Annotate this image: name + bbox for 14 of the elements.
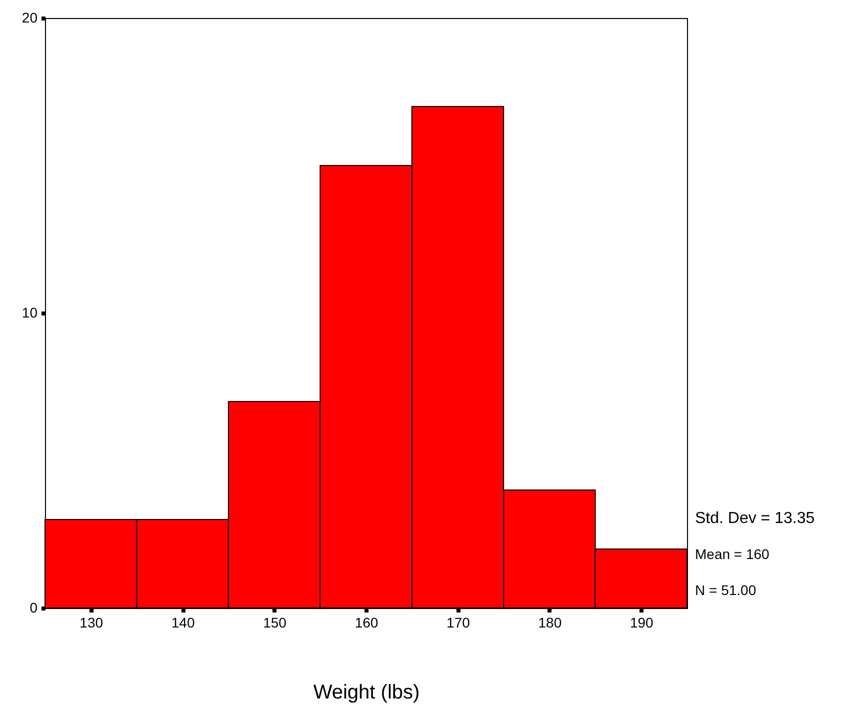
x-tick-label: 140 [171,614,195,630]
y-tick-label: 20 [22,10,38,26]
x-tick-label: 180 [538,614,562,630]
x-tick-label: 160 [354,614,378,630]
y-tick-label: 10 [22,304,38,320]
y-tick-label: 0 [30,600,38,616]
text: N = 51.00 [695,582,756,598]
x-axis-title: Weight (lbs) [313,682,420,704]
x-tick-label: 130 [80,614,104,630]
x-tick-label: 150 [263,614,287,630]
x-tick-label: 190 [630,614,654,630]
x-tick-label: 170 [446,614,470,630]
text: Std. Dev = 13.35 [695,510,815,528]
text: Mean = 160 [695,546,770,562]
